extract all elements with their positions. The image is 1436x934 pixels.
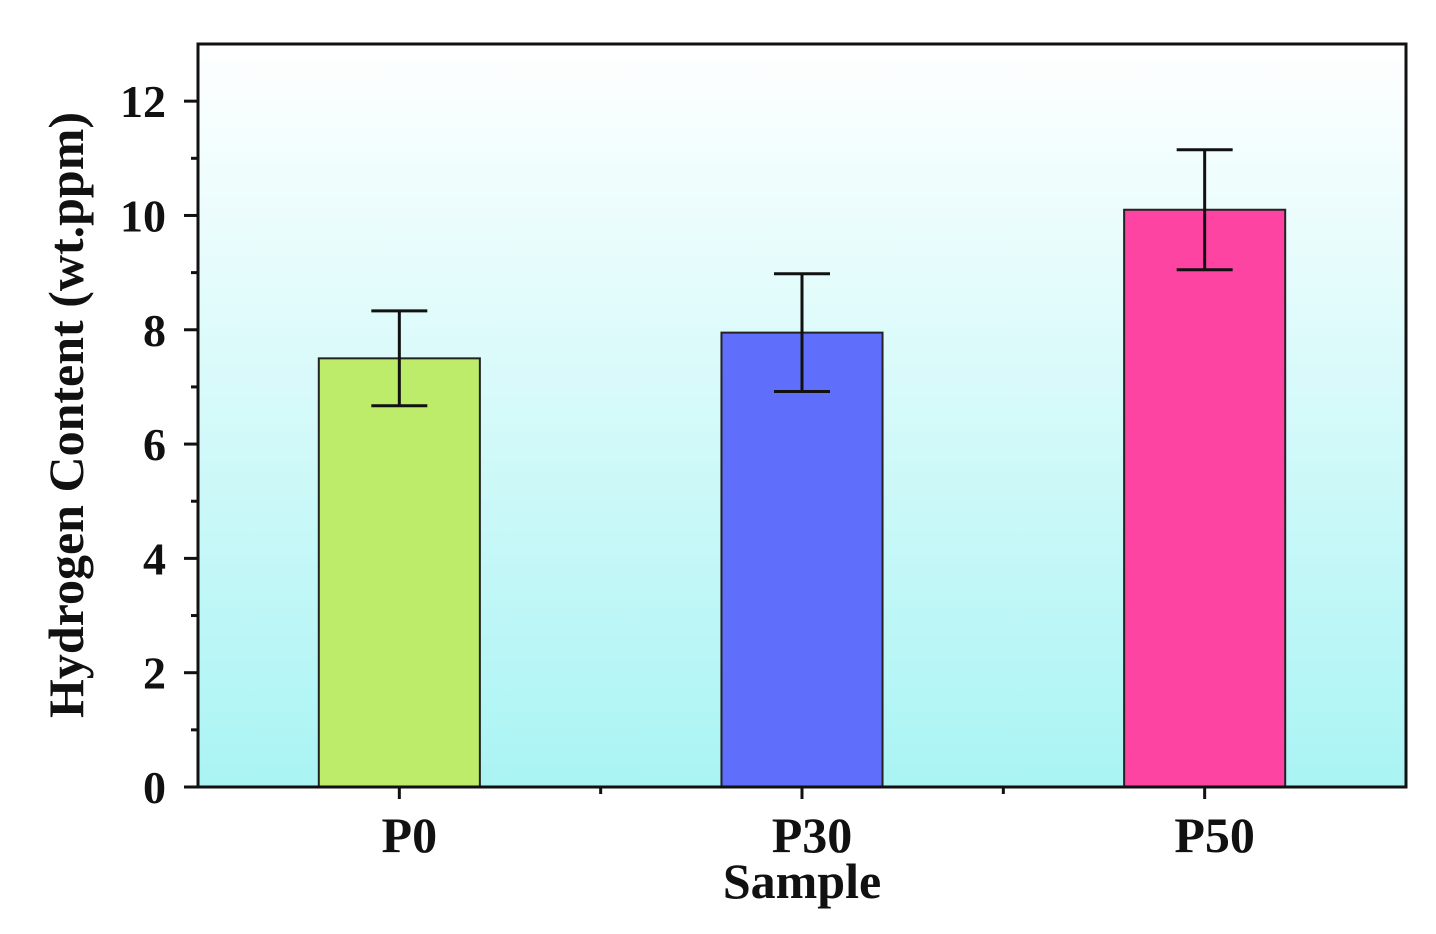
error-bar-p0 [371,309,428,408]
error-bar-p30 [774,272,830,393]
x-axis: P0 P30 P50 [382,787,1255,863]
bar-p50 [1123,208,1287,788]
error-bars-layer [371,148,1233,408]
y-tick-label: 12 [120,76,166,127]
x-axis-title: Sample [723,853,881,909]
y-axis-title: Hydrogen Content (wt.ppm) [38,112,94,718]
error-bar-p50 [1176,148,1233,272]
y-tick-label: 10 [120,190,166,241]
x-tick-label-p50: P50 [1174,807,1255,863]
y-tick-label: 8 [143,305,166,356]
bar-p0 [317,357,481,788]
y-tick-label: 2 [143,648,166,699]
x-tick-label-p30: P30 [772,807,853,863]
y-tick-label: 6 [143,419,166,470]
y-tick-label: 0 [143,762,166,813]
y-axis: 0 2 4 6 8 10 12 [120,76,198,813]
y-tick-label: 4 [143,533,166,584]
x-tick-label-p0: P0 [382,807,438,863]
bar-p30 [720,331,884,788]
bars-layer [317,208,1287,788]
